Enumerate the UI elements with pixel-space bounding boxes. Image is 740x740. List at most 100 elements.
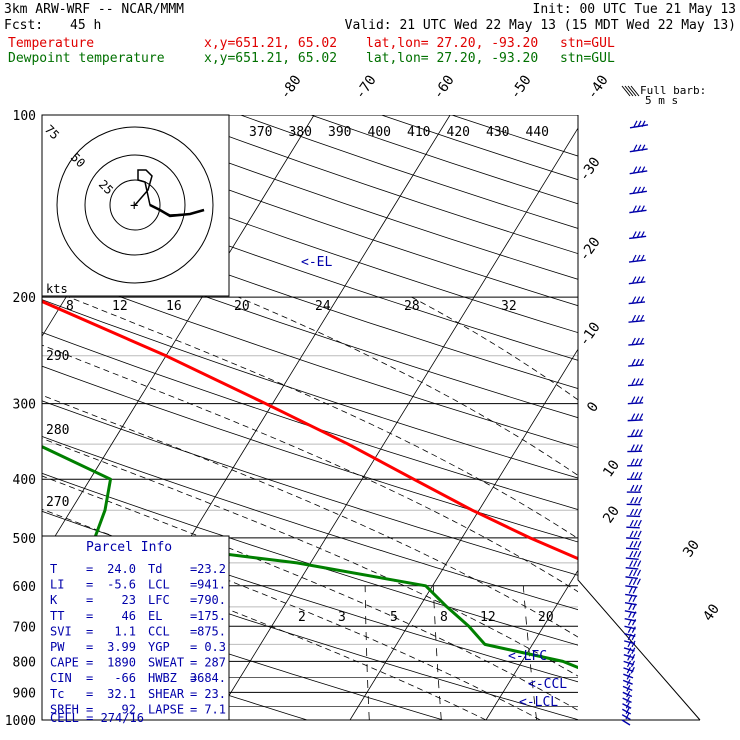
parcel-row-equals: =: [86, 578, 93, 592]
wind-barb-flag: [639, 358, 644, 366]
parcel-row-label: TT: [50, 609, 64, 623]
wind-barb-staff: [624, 610, 637, 614]
temperature-station: stn=GUL: [560, 36, 615, 51]
parcel-info-title: Parcel Info: [86, 540, 172, 555]
wind-barb-flag: [629, 530, 634, 538]
wind-barb: [629, 120, 649, 129]
wind-barb: [625, 560, 642, 570]
parcel-row-label: Td: [148, 562, 162, 576]
wind-barb-staff: [629, 148, 648, 153]
wind-barb-flag: [633, 120, 638, 128]
wind-barb-flag: [633, 540, 638, 548]
wind-barb: [624, 619, 637, 630]
dry-adiabat-line: [42, 472, 578, 646]
wind-barb-flag: [631, 396, 636, 403]
dry-adiabat-line: [42, 590, 445, 720]
parcel-info-box: [41, 535, 230, 721]
wind-barb: [627, 378, 644, 387]
wind-barb-flag: [632, 595, 637, 603]
parcel-row-value: 3684.: [190, 671, 226, 685]
speed-axis-label: 24: [315, 299, 331, 314]
wind-barb-flag: [636, 569, 642, 577]
parcel-row-label: YGP: [148, 640, 170, 654]
wind-barb-flag: [632, 296, 637, 303]
parcel-row-label: LI: [50, 578, 64, 592]
wind-barb-flag: [630, 484, 635, 492]
wind-barb: [623, 640, 636, 652]
wind-barb-flag: [635, 413, 640, 420]
wind-barb: [629, 166, 648, 175]
isotherm-line: [42, 115, 315, 559]
model-title: 3km ARW-WRF -- NCAR/MMM: [4, 2, 185, 17]
pressure-tick-label: 600: [13, 580, 36, 595]
wind-barb-staff: [623, 667, 634, 673]
parcel-row-equals: =: [86, 671, 93, 685]
wind-barb-flag: [632, 578, 637, 586]
wind-barb: [627, 429, 644, 438]
wind-barb-flag: [633, 519, 638, 527]
mixing-ratio-label: 3: [338, 610, 346, 625]
wind-barb-flag: [628, 569, 634, 577]
wind-barb: [627, 444, 643, 453]
wind-barb: [628, 358, 644, 367]
wind-barb-flag: [630, 660, 636, 668]
plot-right-edge: [577, 115, 701, 721]
parcel-row-value: 941.: [197, 578, 226, 592]
wind-barb-flag: [641, 166, 646, 173]
dry-adiabat-line: [42, 400, 578, 576]
wind-barb-flag: [629, 540, 634, 548]
parcel-row-value: 1.1: [114, 624, 136, 638]
dewpoint-legend: Dewpoint temperature: [8, 51, 165, 66]
wind-barb-flag: [631, 314, 637, 322]
wind-barb: [625, 569, 642, 580]
wind-barb-flag: [635, 337, 640, 345]
wind-barb-staff: [625, 593, 638, 597]
parcel-row-value: 92: [122, 702, 136, 716]
parcel-row-equals: =: [86, 640, 93, 654]
wind-barb-staff: [627, 435, 643, 438]
wind-barb: [628, 296, 646, 305]
wind-barb-flag: [628, 595, 633, 603]
wind-barb-flag: [637, 540, 642, 548]
wind-barb-flag: [636, 205, 641, 212]
wind-barb-staff: [621, 719, 631, 726]
wind-barb-flag: [630, 429, 636, 436]
parcel-row-value: 875.: [197, 624, 226, 638]
wind-barb-flag: [625, 707, 630, 714]
pressure-tick-label: 1000: [5, 714, 36, 729]
parcel-row-equals: =: [190, 609, 197, 623]
theta-label: 270: [46, 495, 69, 510]
wind-barb-staff: [625, 585, 638, 589]
wind-barb-staff: [627, 419, 643, 422]
wind-barb: [629, 205, 647, 214]
parcel-row-equals: =: [190, 562, 197, 576]
isotherm-label: -40: [584, 72, 612, 102]
parcel-row-label: LAPSE: [148, 702, 184, 716]
wind-barb-flag: [630, 666, 635, 674]
wind-barb: [626, 497, 643, 506]
parcel-row-equals: =: [190, 702, 197, 716]
wind-barb-staff: [623, 647, 635, 652]
wind-barb-flag: [639, 314, 645, 322]
parcel-row-label: SVI: [50, 624, 72, 638]
parcel-row-value: 23.: [204, 687, 226, 701]
mixing-ratio-label: 20: [538, 610, 554, 625]
parcel-row-equals: =: [190, 671, 197, 685]
wind-barb-flag: [635, 314, 641, 322]
parcel-row-equals: =: [190, 656, 197, 670]
parcel-row-label: HWBZ: [148, 671, 177, 685]
speed-axis-label: 20: [234, 299, 250, 314]
theta-label: 410: [407, 125, 430, 140]
wind-barb-flag: [636, 254, 641, 262]
wind-barb-flag: [632, 254, 637, 262]
wind-barb-staff: [623, 673, 634, 679]
wind-barb-flag: [640, 276, 645, 283]
parcel-row-label: EL: [148, 609, 162, 623]
forecast-hour: 45 h: [70, 18, 102, 33]
wind-barb-flag: [632, 231, 637, 238]
wind-barb-flag: [631, 633, 636, 641]
wind-barb-flag: [640, 205, 645, 212]
isotherm-label: -20: [576, 234, 604, 264]
wind-barb-flag: [630, 471, 635, 479]
